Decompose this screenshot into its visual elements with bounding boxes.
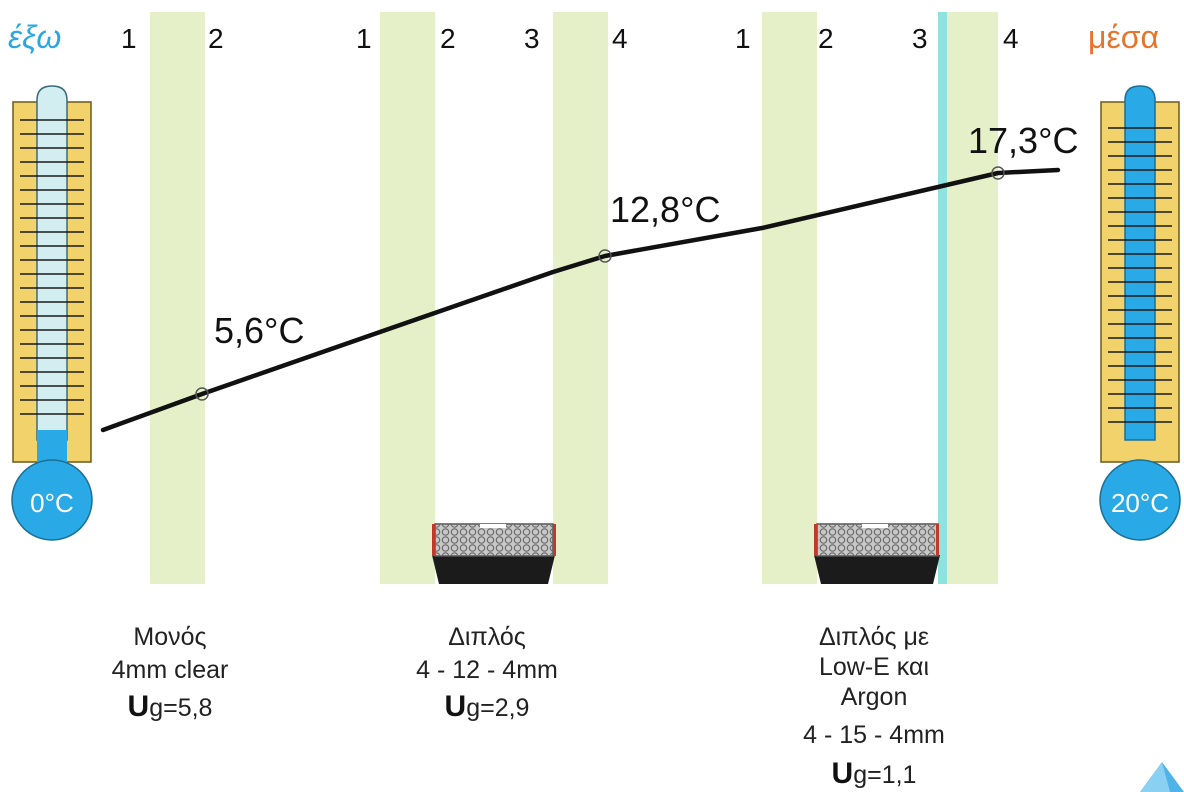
glass-pane-double-1: [380, 12, 435, 584]
caption-lowe: Διπλός με Low-E και Argon 4 - 15 - 4mm U…: [803, 623, 945, 790]
caption-lowe-u-value: Ug=1,1: [832, 757, 917, 790]
outside-thermometer: 0°C: [11, 85, 93, 541]
caption-single-u-value: Ug=5,8: [128, 690, 213, 723]
temperature-label-lowe: 17,3°C: [968, 120, 1078, 161]
caption-lowe-line-3: Argon: [841, 683, 908, 711]
surface-number-lowe-1: 1: [735, 23, 751, 54]
surface-number-double-2: 2: [440, 23, 456, 54]
corner-logo-icon: [1140, 762, 1184, 792]
outside-thermometer-label: 0°C: [30, 488, 74, 518]
caption-lowe-line-2: Low-E και: [819, 653, 929, 681]
temperature-point-single: [195, 387, 209, 401]
surface-number-single-2: 2: [208, 23, 224, 54]
caption-single-line-1: Μονός: [133, 623, 206, 651]
caption-lowe-line-1: Διπλός με: [819, 623, 929, 651]
caption-double-u-rest: g=2,9: [466, 694, 529, 722]
caption-double-u-value: Ug=2,9: [445, 690, 530, 723]
inside-thermometer-label: 20°C: [1111, 488, 1169, 518]
caption-double-u-letter: U: [445, 690, 467, 723]
glass-pane-double-2: [553, 12, 608, 584]
surface-number-lowe-4: 4: [1003, 23, 1019, 54]
surface-number-double-1: 1: [356, 23, 372, 54]
temperature-point-double: [598, 249, 612, 263]
caption-double-line-2: 4 - 12 - 4mm: [416, 656, 558, 684]
caption-lowe-line-4: 4 - 15 - 4mm: [803, 721, 945, 749]
inside-thermometer: 20°C: [1099, 85, 1181, 541]
glass-pane-lowe-2: [938, 12, 998, 584]
spacer-lowe: [814, 523, 940, 584]
surface-number-double-3: 3: [524, 23, 540, 54]
surface-number-lowe-2: 2: [818, 23, 834, 54]
inside-thermometer-scale: [1108, 127, 1172, 423]
lowe-coating: [938, 12, 947, 584]
caption-single-u-rest: g=5,8: [149, 694, 212, 722]
temperature-label-single: 5,6°C: [214, 310, 304, 351]
caption-lowe-u-letter: U: [832, 757, 854, 790]
glass-pane-lowe-1: [762, 12, 817, 584]
outside-label: έξω: [8, 19, 61, 55]
caption-single-line-2: 4mm clear: [112, 656, 229, 684]
temperature-profile-line: [100, 167, 1061, 433]
caption-single-u-letter: U: [128, 690, 150, 723]
temperature-label-double: 12,8°C: [610, 189, 720, 230]
caption-lowe-u-rest: g=1,1: [853, 761, 916, 789]
outside-thermometer-scale: [20, 119, 84, 415]
inside-label: μέσα: [1088, 19, 1159, 55]
caption-double: Διπλός 4 - 12 - 4mm Ug=2,9: [416, 623, 558, 723]
glass-pane-single: [150, 12, 205, 584]
temperature-point-lowe: [991, 166, 1005, 180]
surface-number-lowe-3: 3: [912, 23, 928, 54]
surface-number-single-1: 1: [121, 23, 137, 54]
surface-number-double-4: 4: [612, 23, 628, 54]
caption-single: Μονός 4mm clear Ug=5,8: [112, 623, 229, 723]
caption-double-line-1: Διπλός: [448, 623, 526, 651]
spacer-double: [432, 523, 556, 584]
